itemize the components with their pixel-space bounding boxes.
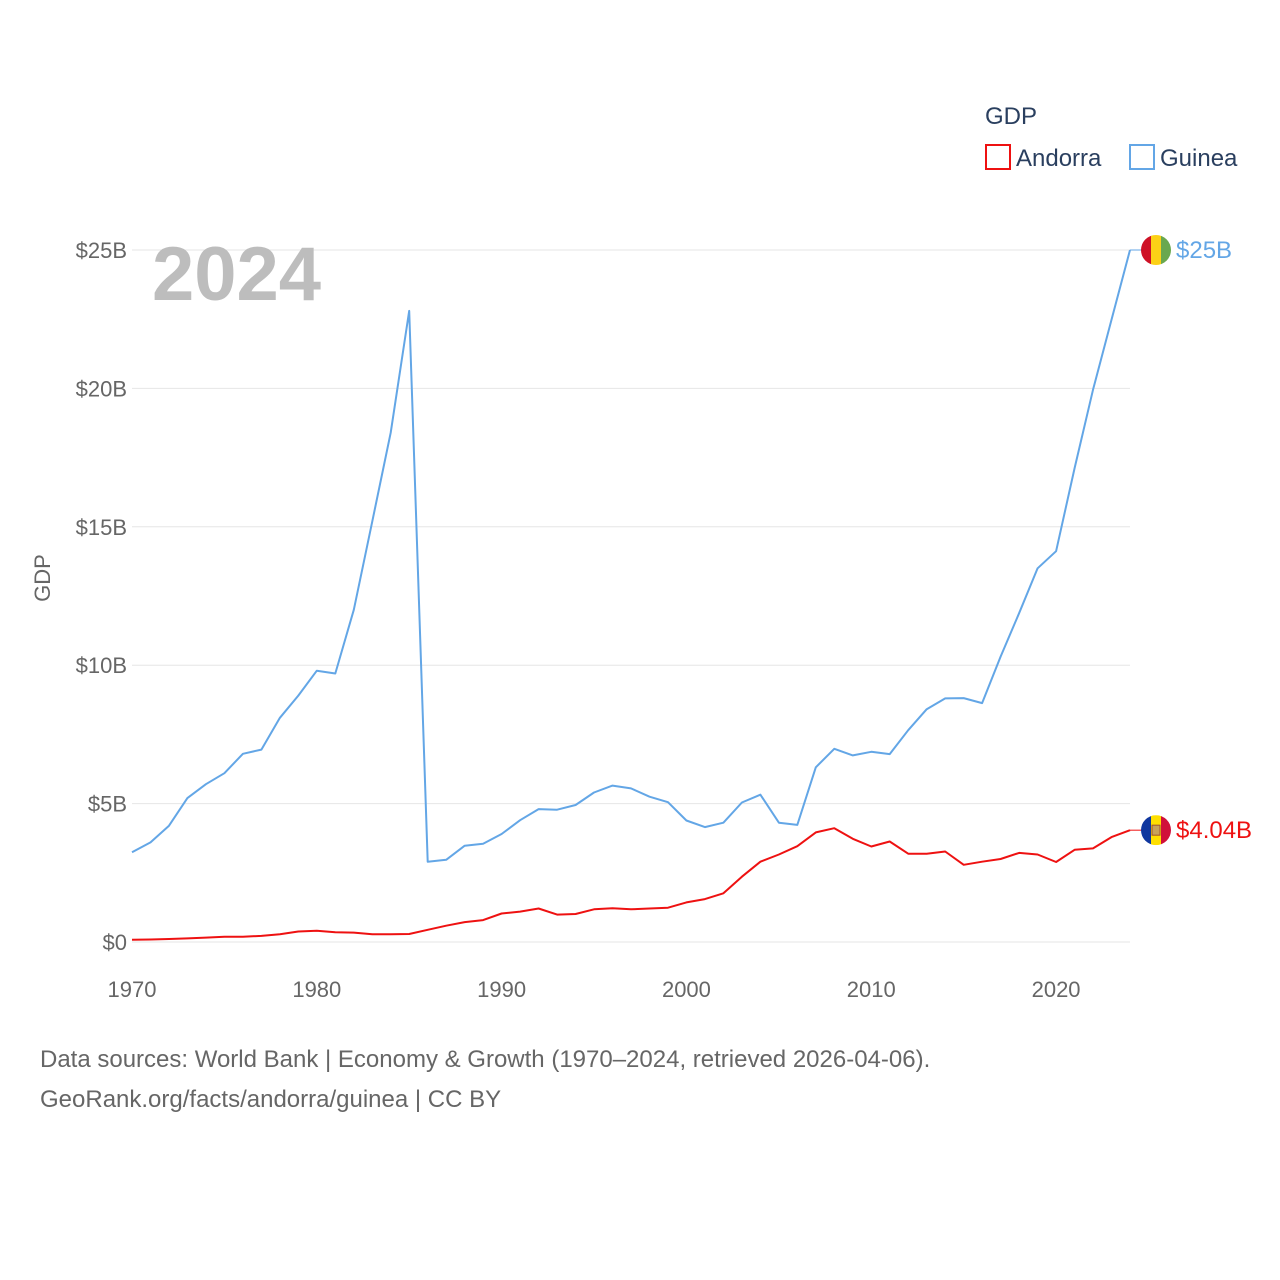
series-line-andorra[interactable]: [131, 827, 1131, 941]
end-value-label-guinea: $25B: [1176, 237, 1232, 264]
y-tick-label: $10B: [76, 653, 127, 678]
chart-footer: Data sources: World Bank | Economy & Gro…: [40, 1040, 1240, 1120]
series-end-markers: $25B $4.04B: [1130, 235, 1252, 846]
y-tick-label: $5B: [88, 792, 127, 817]
x-axis-ticks: 1970 1980 1990 2000 2010 2020: [108, 977, 1081, 1002]
y-tick-label: $15B: [76, 515, 127, 540]
source-link[interactable]: GeoRank.org/facts/andorra/guinea | CC BY: [40, 1086, 502, 1113]
y-axis-ticks: $0 $5B $10B $15B $20B $25B: [76, 238, 127, 955]
legend-item-andorra[interactable]: Andorra: [985, 144, 1102, 172]
data-sources-note: Data sources: World Bank | Economy & Gro…: [40, 1046, 931, 1073]
legend-item-guinea[interactable]: Guinea: [1129, 144, 1238, 172]
end-value-label-andorra: $4.04B: [1176, 817, 1252, 844]
x-tick-label: 2010: [847, 977, 896, 1002]
legend-swatch-guinea: [1129, 144, 1155, 170]
y-tick-label: $25B: [76, 238, 127, 263]
year-watermark: 2024: [152, 232, 321, 317]
series-lines: [131, 249, 1131, 941]
x-tick-label: 1970: [108, 977, 157, 1002]
x-tick-label: 1980: [292, 977, 341, 1002]
y-axis-label: GDP: [30, 554, 55, 602]
y-tick-label: $0: [103, 930, 127, 955]
legend-title: GDP: [985, 103, 1037, 130]
legend-label-andorra: Andorra: [1016, 145, 1102, 172]
andorra-flag-icon: [1141, 815, 1171, 846]
guinea-flag-icon: [1141, 235, 1171, 265]
x-tick-label: 2020: [1032, 977, 1081, 1002]
y-tick-label: $20B: [76, 376, 127, 401]
gridlines: [132, 249, 1130, 943]
legend-swatch-andorra: [985, 144, 1011, 170]
legend-label-guinea: Guinea: [1160, 145, 1238, 172]
legend: GDP Andorra Guinea: [985, 103, 1238, 172]
x-tick-label: 1990: [477, 977, 526, 1002]
x-tick-label: 2000: [662, 977, 711, 1002]
series-line-guinea[interactable]: [131, 249, 1131, 863]
